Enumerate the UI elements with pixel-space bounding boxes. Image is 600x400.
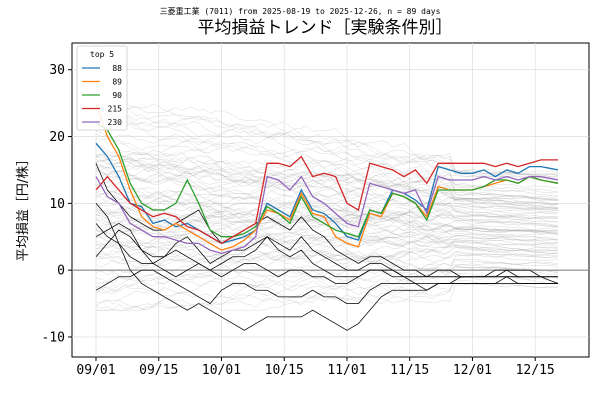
x-tick-label: 10/15 bbox=[265, 363, 304, 378]
black-series-line bbox=[95, 222, 558, 284]
chart-subtitle: 三菱重工業 (7011) from 2025-08-19 to 2025-12-… bbox=[160, 6, 441, 16]
background-series-line bbox=[95, 144, 559, 198]
background-series-line bbox=[96, 283, 559, 311]
legend-items: 88 89 90 215 230 bbox=[82, 64, 122, 127]
background-series-line bbox=[95, 216, 559, 236]
background-series-line bbox=[95, 191, 559, 219]
background-series-line bbox=[95, 248, 559, 272]
series-line-215 bbox=[95, 155, 558, 245]
background-series-line bbox=[95, 182, 559, 220]
legend-label-88: 88 bbox=[112, 64, 122, 73]
background-series-line bbox=[95, 157, 559, 207]
background-series-line bbox=[95, 134, 559, 194]
background-series-line bbox=[95, 237, 559, 258]
background-series-line bbox=[95, 223, 559, 256]
background-series-line bbox=[95, 105, 559, 175]
x-tick-label: 11/15 bbox=[390, 363, 429, 378]
y-axis-label: 平均損益［円/株］ bbox=[16, 153, 31, 261]
legend: top 5 88 89 90 215 230 bbox=[76, 45, 128, 131]
background-series-line bbox=[95, 193, 559, 227]
series-line-90 bbox=[95, 122, 559, 238]
series-line-230 bbox=[95, 175, 559, 255]
background-series-line bbox=[95, 207, 559, 233]
x-tick-label: 09/15 bbox=[139, 363, 178, 378]
plot-frame bbox=[71, 42, 590, 358]
background-series-line bbox=[95, 223, 559, 250]
legend-title: top 5 bbox=[90, 50, 114, 59]
legend-label-215: 215 bbox=[108, 105, 123, 114]
background-series-line bbox=[95, 164, 559, 210]
y-tick-label: 10 bbox=[49, 197, 65, 212]
background-series-line bbox=[95, 187, 559, 223]
y-tick-label: -10 bbox=[42, 330, 65, 345]
background-series-line bbox=[95, 154, 559, 201]
legend-label-89: 89 bbox=[112, 78, 122, 87]
grid-layer bbox=[72, 43, 589, 357]
background-series-line bbox=[95, 262, 559, 295]
background-series-line bbox=[95, 156, 559, 205]
x-tick-label: 10/01 bbox=[202, 363, 241, 378]
background-series-line bbox=[95, 153, 559, 201]
background-series-line bbox=[95, 109, 558, 175]
background-series-line bbox=[95, 265, 559, 293]
background-series-line bbox=[95, 104, 559, 178]
y-tick-label: 0 bbox=[57, 264, 65, 279]
x-tick-label: 11/01 bbox=[327, 363, 366, 378]
background-series-line bbox=[95, 271, 559, 311]
background-series-line bbox=[95, 207, 558, 233]
background-series-line bbox=[95, 276, 559, 311]
background-series-line bbox=[95, 153, 559, 201]
background-series-line bbox=[95, 226, 559, 247]
x-tick-label: 12/01 bbox=[453, 363, 492, 378]
legend-label-90: 90 bbox=[112, 91, 122, 100]
background-series-line bbox=[95, 251, 559, 282]
x-tick-label: 12/15 bbox=[516, 363, 555, 378]
background-series-line bbox=[95, 131, 559, 189]
background-series-line bbox=[95, 246, 559, 280]
background-series-line bbox=[95, 275, 559, 304]
y-tick-label: 30 bbox=[49, 63, 65, 78]
tick-layer: -10 0 10 20 30 09/01 09/15 10/01 10/15 11/01 11/15… bbox=[42, 63, 555, 378]
background-series-line bbox=[95, 112, 559, 177]
background-series-line bbox=[95, 228, 559, 248]
top-series-layer bbox=[95, 102, 559, 255]
background-series-line bbox=[95, 244, 559, 263]
background-series-line bbox=[95, 223, 559, 247]
background-series-line bbox=[95, 203, 559, 236]
background-series-line bbox=[95, 208, 559, 236]
background-series-line bbox=[95, 189, 559, 223]
background-series-line bbox=[96, 279, 559, 311]
background-series-line bbox=[95, 168, 559, 210]
background-series-line bbox=[95, 249, 559, 276]
background-series-line bbox=[95, 206, 559, 234]
background-series-line bbox=[95, 267, 559, 294]
background-series-line bbox=[96, 97, 559, 176]
background-series-line bbox=[95, 115, 559, 178]
background-series-line bbox=[95, 245, 559, 264]
background-series-line bbox=[95, 166, 559, 208]
background-series-line bbox=[95, 244, 559, 269]
legend-label-230: 230 bbox=[108, 118, 123, 127]
background-series-line bbox=[95, 113, 559, 183]
background-series-line bbox=[95, 167, 559, 213]
background-series-line bbox=[95, 172, 559, 213]
background-series-line bbox=[95, 137, 558, 197]
background-series-line bbox=[95, 170, 559, 212]
y-tick-label: 20 bbox=[49, 130, 65, 145]
chart-title: 平均損益トレンド［実験条件別］ bbox=[198, 18, 453, 38]
background-series-line bbox=[95, 231, 559, 251]
background-series-line bbox=[95, 176, 559, 215]
x-tick-label: 09/01 bbox=[76, 363, 115, 378]
black-series-line bbox=[95, 269, 558, 305]
